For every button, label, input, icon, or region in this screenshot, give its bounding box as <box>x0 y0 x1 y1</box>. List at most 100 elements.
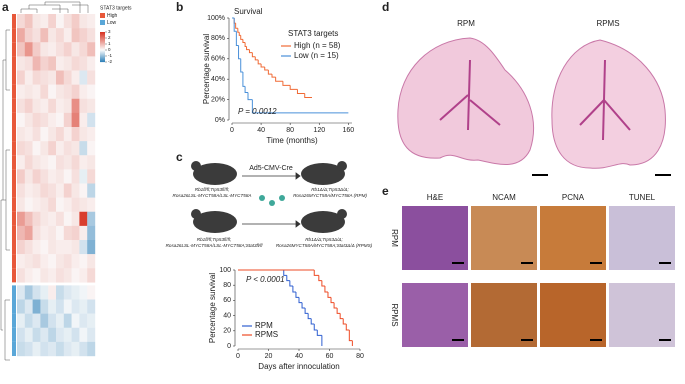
heatmap-cell <box>48 254 57 269</box>
heatmap-cell <box>71 211 80 227</box>
heatmap-cell <box>56 56 64 71</box>
heatmap-cell <box>24 313 33 328</box>
column-label: TUNEL <box>629 193 656 202</box>
heatmap-cell <box>48 70 57 85</box>
colorbar-step <box>100 51 105 53</box>
heatmap-cell <box>32 141 41 156</box>
legend-swatch <box>100 20 105 25</box>
image-label: RPM <box>457 19 475 28</box>
survival-step <box>307 313 312 320</box>
x-tick-label: 0 <box>230 127 234 134</box>
panel-label: b <box>176 0 183 14</box>
x-tick-label: 120 <box>313 127 325 134</box>
survival-step <box>310 318 315 325</box>
heatmap-cell <box>87 225 96 241</box>
heatmap-cell <box>87 327 96 343</box>
heatmap-cell <box>17 268 25 283</box>
survival-step <box>316 330 322 336</box>
heatmap-cell <box>71 112 80 128</box>
colorbar-step <box>100 54 105 56</box>
arrow <box>242 172 301 228</box>
x-tick-label: 80 <box>356 353 364 360</box>
heatmap-cell <box>32 225 41 241</box>
heatmap-cell <box>63 211 72 227</box>
heatmap-cell <box>40 268 49 283</box>
heatmap-cell <box>79 211 88 227</box>
colorbar-step <box>100 39 105 41</box>
heatmap-cell <box>40 285 49 300</box>
genotype: Rb1Δ/Δ;Trp53Δ/Δ; <box>305 237 343 242</box>
group-cell <box>12 285 16 300</box>
heatmap-cell <box>40 240 49 255</box>
heatmap-cell <box>56 169 64 184</box>
y-tick-label: 80% <box>211 35 225 42</box>
heatmap-cell <box>24 98 33 114</box>
heatmap-cell <box>63 112 72 128</box>
heatmap-cell <box>32 211 41 227</box>
colorbar-step <box>100 58 105 60</box>
heatmap-cell <box>87 169 96 184</box>
heatmap-cell <box>71 341 80 357</box>
heatmap-cell <box>79 56 88 71</box>
survival-step <box>254 56 259 61</box>
heatmap-cell <box>40 98 49 114</box>
group-cell <box>12 254 16 269</box>
heatmap-cell <box>17 14 25 29</box>
y-tick-label: 100 <box>219 267 231 274</box>
heatmap-cell <box>48 112 57 128</box>
survival-step <box>271 74 276 78</box>
group-cell <box>12 341 16 356</box>
heatmap-cell <box>40 70 49 85</box>
heatmap-cell <box>87 285 96 300</box>
heatmap-cell <box>32 14 41 29</box>
survival-step <box>242 39 246 43</box>
survival-step <box>304 308 309 314</box>
genotype: Rosa26LSL-MYCT58A/LSL-MYCT58A;Stat3fl/fl <box>166 243 264 248</box>
heatmap-cell <box>40 127 49 142</box>
survival-step <box>260 63 265 68</box>
heatmap-cell <box>79 197 88 212</box>
heatmap-cell <box>87 42 96 57</box>
colorbar-step <box>100 44 105 46</box>
heatmap-cell <box>48 169 57 184</box>
heatmap-cell <box>56 268 64 283</box>
y-tick-label: 40 <box>223 312 231 319</box>
heatmap-cell <box>48 56 57 71</box>
heatmap-cell <box>24 112 33 128</box>
heatmap-cell <box>40 211 49 227</box>
row-label: RPM <box>390 229 399 247</box>
y-tick-label: 100% <box>207 15 225 22</box>
colorbar-step <box>100 33 105 35</box>
heatmap-cell <box>71 169 80 184</box>
heatmap-cell <box>48 183 57 198</box>
survival-step <box>238 45 241 60</box>
heatmap-cell <box>63 56 72 71</box>
survival-step <box>244 42 247 48</box>
heatmap-cell <box>17 169 25 184</box>
heatmap-cell <box>32 70 41 85</box>
panel-label: c <box>176 150 183 164</box>
group-cell <box>12 28 16 43</box>
annotation: P < 0.0001 <box>246 275 285 284</box>
heatmap-cell <box>63 299 72 314</box>
survival-step <box>333 302 338 309</box>
group-cell <box>12 14 16 29</box>
heatmap-cell <box>79 112 88 128</box>
heatmap-cell <box>17 112 25 128</box>
colorbar-label: 0 <box>108 47 111 52</box>
heatmap-cell <box>71 268 80 283</box>
heatmap-cell <box>24 254 33 269</box>
heatmap-cell <box>32 341 41 357</box>
heatmap-cell <box>56 28 64 43</box>
heatmap-cell <box>63 98 72 114</box>
heatmap-cell <box>17 327 25 343</box>
heatmap-cell <box>63 327 72 343</box>
x-tick-label: 80 <box>286 127 294 134</box>
survival-step <box>247 92 253 101</box>
heatmap-cell <box>17 313 25 328</box>
colorbar-label: -2 <box>108 59 112 64</box>
heatmap-cell <box>32 313 41 328</box>
survival-step <box>345 323 350 331</box>
